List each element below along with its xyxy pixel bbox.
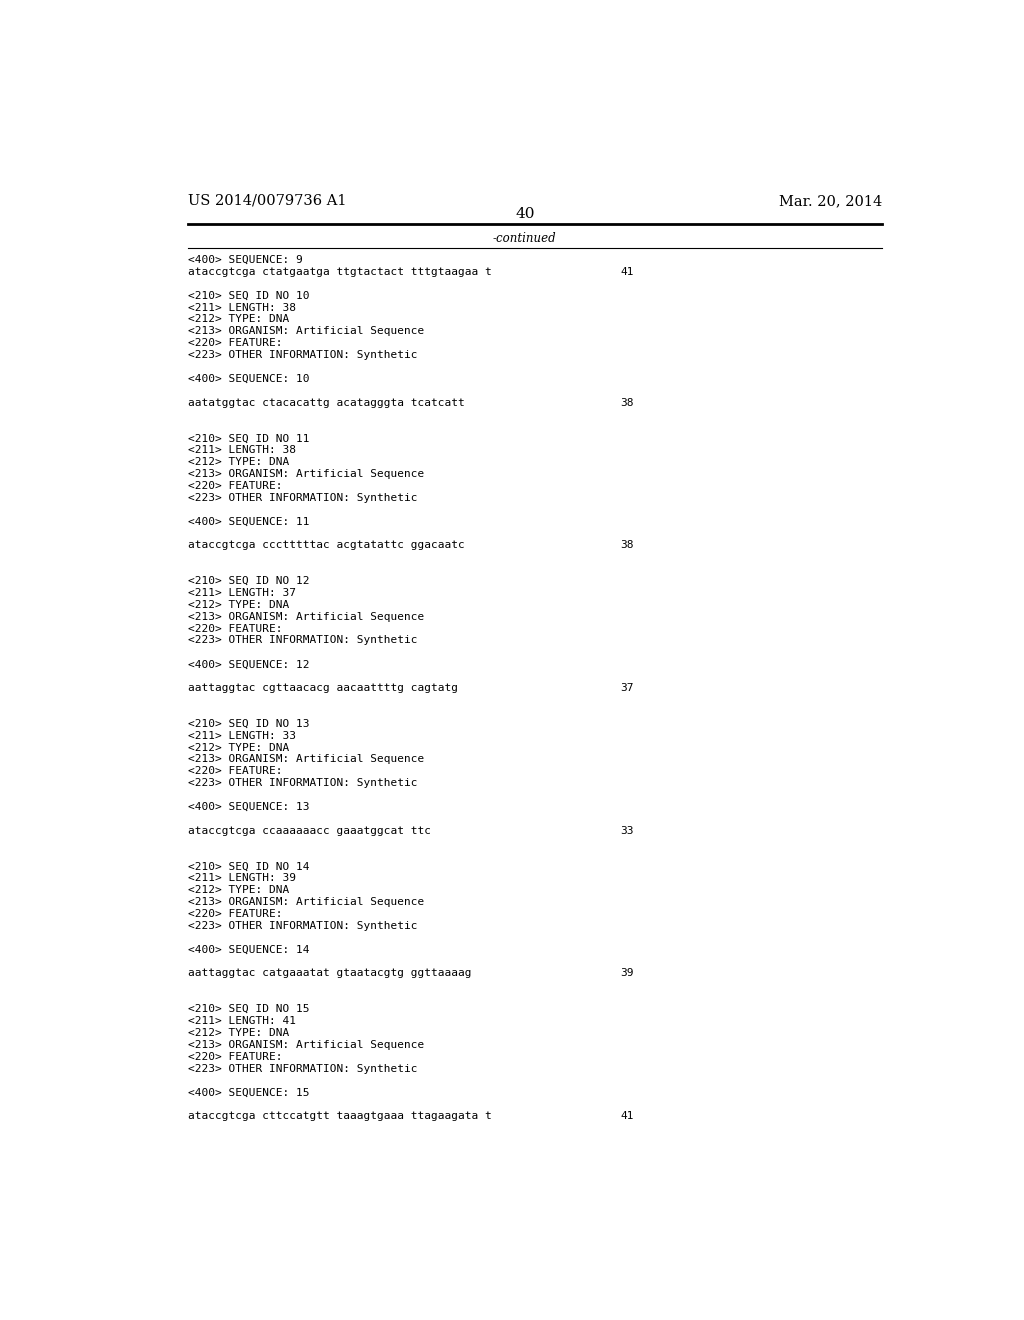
Text: <223> OTHER INFORMATION: Synthetic: <223> OTHER INFORMATION: Synthetic	[187, 635, 417, 645]
Text: aattaggtac cgttaacacg aacaattttg cagtatg: aattaggtac cgttaacacg aacaattttg cagtatg	[187, 682, 458, 693]
Text: <400> SEQUENCE: 10: <400> SEQUENCE: 10	[187, 374, 309, 384]
Text: <400> SEQUENCE: 12: <400> SEQUENCE: 12	[187, 659, 309, 669]
Text: 41: 41	[620, 267, 634, 277]
Text: ataccgtcga ccctttttac acgtatattc ggacaatc: ataccgtcga ccctttttac acgtatattc ggacaat…	[187, 540, 464, 550]
Text: <210> SEQ ID NO 12: <210> SEQ ID NO 12	[187, 576, 309, 586]
Text: <400> SEQUENCE: 11: <400> SEQUENCE: 11	[187, 516, 309, 527]
Text: <213> ORGANISM: Artificial Sequence: <213> ORGANISM: Artificial Sequence	[187, 611, 424, 622]
Text: <220> FEATURE:: <220> FEATURE:	[187, 338, 282, 348]
Text: <212> TYPE: DNA: <212> TYPE: DNA	[187, 743, 289, 752]
Text: <220> FEATURE:: <220> FEATURE:	[187, 623, 282, 634]
Text: <211> LENGTH: 37: <211> LENGTH: 37	[187, 587, 296, 598]
Text: <210> SEQ ID NO 15: <210> SEQ ID NO 15	[187, 1005, 309, 1014]
Text: <213> ORGANISM: Artificial Sequence: <213> ORGANISM: Artificial Sequence	[187, 755, 424, 764]
Text: aatatggtac ctacacattg acatagggta tcatcatt: aatatggtac ctacacattg acatagggta tcatcat…	[187, 397, 464, 408]
Text: <212> TYPE: DNA: <212> TYPE: DNA	[187, 314, 289, 325]
Text: ataccgtcga cttccatgtt taaagtgaaa ttagaagata t: ataccgtcga cttccatgtt taaagtgaaa ttagaag…	[187, 1111, 492, 1121]
Text: <210> SEQ ID NO 11: <210> SEQ ID NO 11	[187, 433, 309, 444]
Text: aattaggtac catgaaatat gtaatacgtg ggttaaaag: aattaggtac catgaaatat gtaatacgtg ggttaaa…	[187, 969, 471, 978]
Text: <210> SEQ ID NO 10: <210> SEQ ID NO 10	[187, 290, 309, 301]
Text: <223> OTHER INFORMATION: Synthetic: <223> OTHER INFORMATION: Synthetic	[187, 350, 417, 360]
Text: ataccgtcga ccaaaaaacc gaaatggcat ttc: ataccgtcga ccaaaaaacc gaaatggcat ttc	[187, 826, 430, 836]
Text: <211> LENGTH: 38: <211> LENGTH: 38	[187, 302, 296, 313]
Text: <212> TYPE: DNA: <212> TYPE: DNA	[187, 457, 289, 467]
Text: 41: 41	[620, 1111, 634, 1121]
Text: <400> SEQUENCE: 15: <400> SEQUENCE: 15	[187, 1088, 309, 1097]
Text: <400> SEQUENCE: 9: <400> SEQUENCE: 9	[187, 255, 302, 265]
Text: <223> OTHER INFORMATION: Synthetic: <223> OTHER INFORMATION: Synthetic	[187, 779, 417, 788]
Text: <400> SEQUENCE: 14: <400> SEQUENCE: 14	[187, 945, 309, 954]
Text: <211> LENGTH: 33: <211> LENGTH: 33	[187, 731, 296, 741]
Text: <210> SEQ ID NO 14: <210> SEQ ID NO 14	[187, 862, 309, 871]
Text: <212> TYPE: DNA: <212> TYPE: DNA	[187, 886, 289, 895]
Text: <220> FEATURE:: <220> FEATURE:	[187, 767, 282, 776]
Text: <212> TYPE: DNA: <212> TYPE: DNA	[187, 1028, 289, 1038]
Text: <400> SEQUENCE: 13: <400> SEQUENCE: 13	[187, 803, 309, 812]
Text: 40: 40	[515, 207, 535, 222]
Text: 37: 37	[620, 682, 634, 693]
Text: <210> SEQ ID NO 13: <210> SEQ ID NO 13	[187, 719, 309, 729]
Text: <223> OTHER INFORMATION: Synthetic: <223> OTHER INFORMATION: Synthetic	[187, 492, 417, 503]
Text: US 2014/0079736 A1: US 2014/0079736 A1	[187, 194, 346, 209]
Text: 38: 38	[620, 397, 634, 408]
Text: <211> LENGTH: 38: <211> LENGTH: 38	[187, 445, 296, 455]
Text: -continued: -continued	[493, 231, 557, 244]
Text: 33: 33	[620, 826, 634, 836]
Text: <213> ORGANISM: Artificial Sequence: <213> ORGANISM: Artificial Sequence	[187, 326, 424, 337]
Text: <220> FEATURE:: <220> FEATURE:	[187, 909, 282, 919]
Text: <223> OTHER INFORMATION: Synthetic: <223> OTHER INFORMATION: Synthetic	[187, 921, 417, 931]
Text: <220> FEATURE:: <220> FEATURE:	[187, 1052, 282, 1061]
Text: <213> ORGANISM: Artificial Sequence: <213> ORGANISM: Artificial Sequence	[187, 469, 424, 479]
Text: <212> TYPE: DNA: <212> TYPE: DNA	[187, 599, 289, 610]
Text: Mar. 20, 2014: Mar. 20, 2014	[778, 194, 882, 209]
Text: <220> FEATURE:: <220> FEATURE:	[187, 480, 282, 491]
Text: <211> LENGTH: 41: <211> LENGTH: 41	[187, 1016, 296, 1026]
Text: <223> OTHER INFORMATION: Synthetic: <223> OTHER INFORMATION: Synthetic	[187, 1064, 417, 1073]
Text: 38: 38	[620, 540, 634, 550]
Text: <213> ORGANISM: Artificial Sequence: <213> ORGANISM: Artificial Sequence	[187, 898, 424, 907]
Text: 39: 39	[620, 969, 634, 978]
Text: ataccgtcga ctatgaatga ttgtactact tttgtaagaa t: ataccgtcga ctatgaatga ttgtactact tttgtaa…	[187, 267, 492, 277]
Text: <213> ORGANISM: Artificial Sequence: <213> ORGANISM: Artificial Sequence	[187, 1040, 424, 1049]
Text: <211> LENGTH: 39: <211> LENGTH: 39	[187, 874, 296, 883]
